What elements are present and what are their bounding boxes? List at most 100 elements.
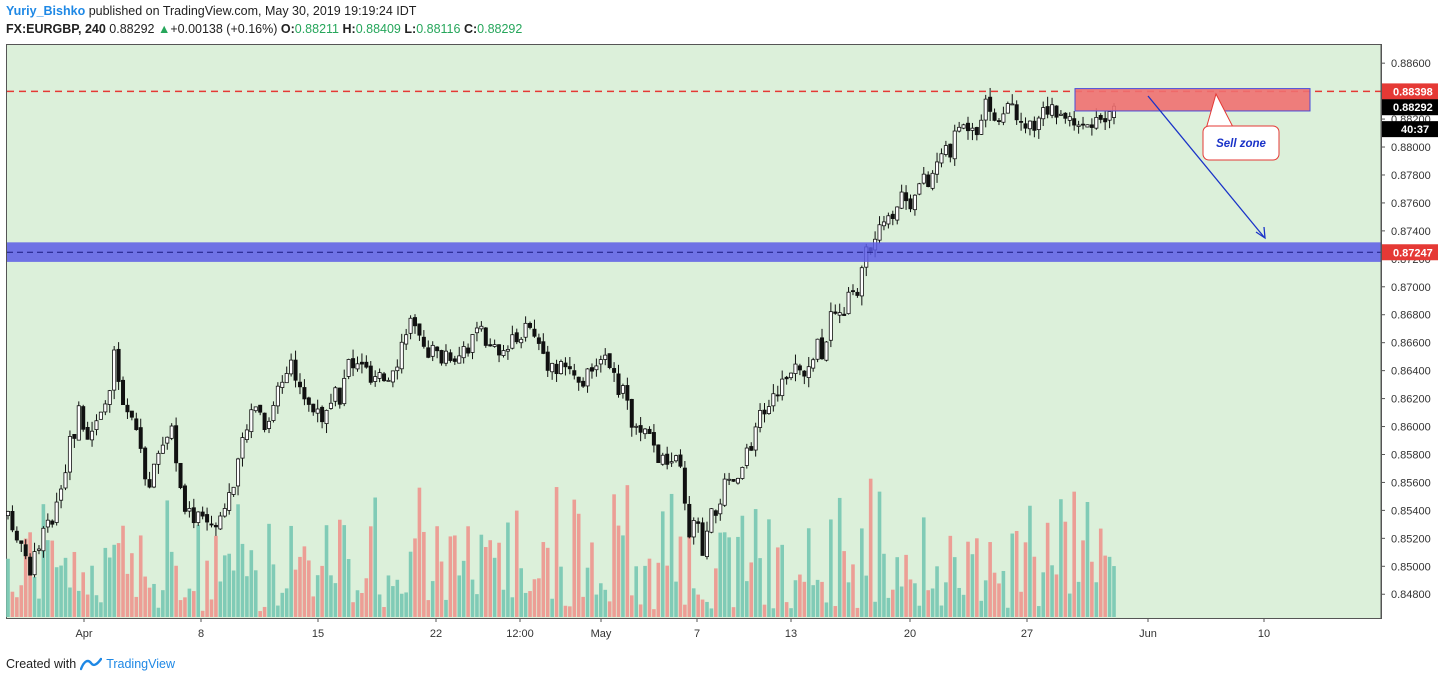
volume-bar-down (439, 561, 444, 617)
y-tick-label: 0.84800 (1391, 589, 1431, 601)
candle-down (1098, 115, 1103, 120)
volume-bar-down (382, 607, 386, 617)
volume-bar-down (572, 499, 577, 617)
candle-up (722, 478, 727, 506)
candle-down (125, 404, 130, 413)
candle-up (227, 492, 232, 511)
volume-bar-up (559, 566, 563, 617)
volume-bar-up (46, 540, 50, 617)
price-axis[interactable]: 0.886000.884000.882000.880000.878000.876… (1380, 45, 1438, 618)
candle-down (638, 425, 643, 433)
callout-pointer (1205, 92, 1235, 130)
candle-down (209, 523, 214, 526)
candle-down (28, 556, 33, 576)
volume-bar-down (514, 510, 519, 617)
candle-up (930, 172, 935, 189)
candle-down (320, 406, 325, 423)
callout-join (1207, 127, 1235, 130)
candle-up (643, 428, 648, 435)
candle-up (758, 410, 763, 428)
volume-bar-up (501, 589, 506, 617)
drawings[interactable]: Sell zone (7, 88, 1381, 262)
candle-down (850, 290, 855, 293)
candle-up (98, 411, 103, 420)
open-value: 0.88211 (294, 22, 340, 36)
x-tick-label: 12:00 (506, 628, 534, 640)
volume-bar-down (1054, 574, 1059, 617)
candle-down (1089, 124, 1094, 128)
volume-bar-down (696, 594, 700, 617)
volume-bar-down (85, 594, 90, 617)
volume-bar-down (629, 595, 634, 617)
price-tag-label: 0.88398 (1393, 86, 1433, 98)
candle-up (744, 447, 749, 466)
volume-bar-down (988, 542, 992, 617)
volume-bar-down (616, 525, 621, 617)
volume-bar-down (183, 597, 187, 617)
volume-bar-down (116, 543, 121, 617)
price-tag-countdown (1382, 121, 1438, 138)
candle-down (536, 337, 541, 344)
y-tick-label: 0.86200 (1391, 394, 1431, 406)
tradingview-logo-icon (80, 657, 103, 671)
volume-bar-down (568, 606, 572, 617)
volume-bar-up (284, 588, 289, 617)
candle-down (178, 462, 183, 489)
candle-up (806, 366, 811, 379)
candle-up (519, 338, 524, 344)
candle-up (780, 378, 785, 397)
volume-bar-up (6, 558, 10, 617)
volume-bar-up (1094, 582, 1099, 617)
volume-bar-up (1107, 556, 1112, 617)
candle-down (364, 361, 369, 368)
x-tick-label: Apr (75, 628, 92, 640)
candle-up (94, 420, 99, 431)
candle-down (1014, 104, 1019, 121)
candle-down (1054, 105, 1059, 118)
candle-up (240, 437, 245, 459)
volume-bar-up (271, 564, 276, 617)
tradingview-brand[interactable]: TradingView (106, 657, 175, 671)
candle-down (966, 122, 971, 132)
candle-up (970, 127, 975, 131)
candle-up (1010, 103, 1015, 106)
y-tick-label: 0.87000 (1391, 282, 1431, 294)
volume-bar-down (775, 547, 780, 617)
candle-down (1072, 118, 1077, 126)
candle-up (1067, 116, 1072, 121)
y-tick-label: 0.87600 (1391, 198, 1431, 210)
volume-bar-up (165, 500, 170, 617)
volume-bar-down (1098, 528, 1103, 617)
sell-zone (1074, 88, 1311, 112)
volume-bar-down (497, 542, 501, 617)
candle-up (1050, 104, 1055, 116)
volume-bar-up (806, 528, 811, 617)
candle-up (103, 403, 108, 413)
volume-bar-down (192, 591, 196, 617)
volume-bar-up (523, 592, 528, 617)
candle-up (505, 349, 510, 352)
candle-up (54, 501, 59, 523)
candle-down (890, 213, 895, 219)
candle-down (182, 485, 187, 512)
volume-bar-up (333, 583, 338, 617)
volume-bar-up (603, 589, 608, 617)
candle-up (727, 478, 732, 481)
volume-bar-up (917, 605, 922, 617)
candle-up (390, 370, 395, 383)
time-axis[interactable]: Apr 8 15 22 12:00 May 7 13 20 27 Jun 10 (75, 618, 1270, 640)
candle-down (448, 352, 453, 361)
candle-down (19, 540, 24, 544)
candle-down (528, 322, 533, 328)
candle-down (1023, 123, 1028, 129)
y-tick-label: 0.86600 (1391, 338, 1431, 350)
candle-down (514, 332, 519, 343)
volume-bar-up (1036, 606, 1041, 617)
candle-down (713, 510, 718, 516)
volume-bar-down (81, 572, 86, 617)
author-link[interactable]: Yuriy_Bishko (6, 4, 86, 18)
candle-up (222, 508, 227, 517)
volume-bar-up (1041, 572, 1046, 617)
volume-bar-up (899, 586, 904, 617)
